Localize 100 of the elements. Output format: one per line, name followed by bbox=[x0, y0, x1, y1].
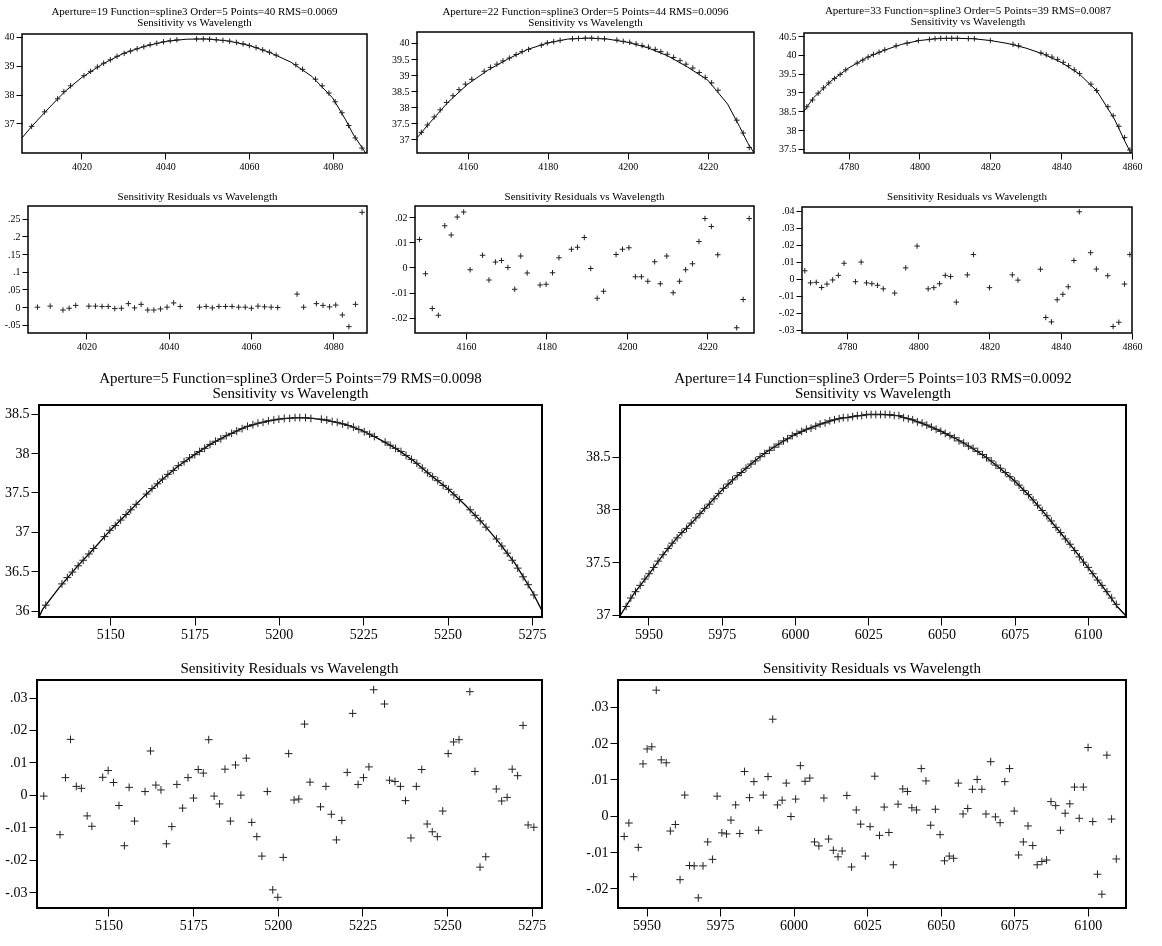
point bbox=[436, 106, 444, 114]
point bbox=[326, 303, 333, 311]
chart-subtitle: Sensitivity vs Wavelength bbox=[528, 16, 644, 28]
x-tick-label: 4860 bbox=[1122, 340, 1143, 352]
x-tick-label: 4180 bbox=[538, 160, 559, 172]
x-tick-label: 4060 bbox=[241, 340, 262, 352]
x-tick-label: 6025 bbox=[853, 917, 882, 933]
point bbox=[504, 264, 512, 271]
y-tick-label: .03 bbox=[591, 699, 609, 715]
point bbox=[931, 35, 939, 42]
point bbox=[272, 51, 280, 59]
point bbox=[632, 40, 640, 48]
y-tick-label: .01 bbox=[591, 771, 609, 787]
x-tick-label: 6050 bbox=[927, 917, 956, 933]
x-tick-label: 6075 bbox=[1001, 626, 1030, 642]
point bbox=[739, 296, 747, 303]
point bbox=[1059, 291, 1067, 298]
point bbox=[823, 280, 831, 288]
y-tick-label: .05 bbox=[8, 283, 21, 295]
x-tick-label: 4820 bbox=[980, 160, 1001, 172]
y-tick-label: .04 bbox=[782, 205, 795, 217]
x-tick-label: 4220 bbox=[698, 160, 719, 172]
y-tick-label: .02 bbox=[395, 212, 408, 223]
point bbox=[352, 134, 359, 142]
x-tick-label: 5950 bbox=[634, 626, 663, 642]
point bbox=[215, 303, 223, 310]
point bbox=[739, 129, 747, 137]
point bbox=[953, 298, 960, 306]
x-tick-label: 4180 bbox=[537, 340, 557, 352]
point bbox=[153, 40, 161, 47]
point bbox=[499, 57, 507, 65]
x-tick-label: 6000 bbox=[781, 626, 810, 642]
point bbox=[733, 116, 741, 124]
point bbox=[300, 303, 307, 311]
point bbox=[331, 98, 339, 105]
point bbox=[745, 144, 753, 151]
point bbox=[669, 289, 677, 296]
point bbox=[506, 54, 513, 62]
y-tick-label: 37.5 bbox=[392, 117, 410, 129]
point bbox=[536, 281, 544, 289]
point bbox=[544, 39, 551, 47]
x-tick-label: 4860 bbox=[1122, 160, 1143, 172]
chart-title: Sensitivity Residuals vs Wavelength bbox=[117, 190, 278, 202]
point bbox=[1109, 323, 1117, 330]
point bbox=[345, 323, 353, 330]
point bbox=[455, 86, 463, 93]
point bbox=[857, 258, 865, 266]
point bbox=[663, 252, 670, 260]
x-tick-label: 5975 bbox=[708, 626, 737, 642]
point bbox=[92, 302, 99, 310]
point bbox=[267, 303, 275, 311]
y-tick-label: -.01 bbox=[778, 290, 795, 302]
y-tick-label: 37.5 bbox=[5, 484, 30, 500]
point bbox=[453, 213, 461, 221]
point bbox=[903, 39, 911, 47]
point bbox=[46, 302, 54, 310]
y-tick-label: -.02 bbox=[586, 880, 609, 896]
point bbox=[133, 45, 141, 53]
point bbox=[1009, 41, 1017, 48]
chart-subtitle: Sensitivity vs Wavelength bbox=[910, 15, 1026, 28]
chart-title: Aperture=14 Function=spline3 Order=5 Points=103 RMS=0.0092 bbox=[674, 370, 1072, 386]
x-tick-label: 4060 bbox=[239, 160, 260, 172]
point bbox=[209, 304, 216, 312]
point bbox=[254, 302, 262, 310]
x-tick-label: 4020 bbox=[71, 160, 92, 172]
y-tick-label: 36.5 bbox=[5, 563, 30, 579]
point bbox=[113, 53, 121, 60]
y-tick-label: -.02 bbox=[778, 307, 795, 319]
point bbox=[312, 75, 319, 83]
y-tick-label: 0 bbox=[789, 273, 795, 285]
point bbox=[840, 260, 848, 267]
point bbox=[166, 37, 174, 44]
point bbox=[864, 53, 872, 61]
point bbox=[555, 254, 563, 261]
point bbox=[1104, 103, 1112, 110]
y-tick-label: .02 bbox=[10, 722, 28, 738]
y-tick-label: 38 bbox=[399, 101, 410, 113]
point bbox=[339, 311, 346, 319]
y-tick-label: 38.5 bbox=[779, 105, 797, 117]
point bbox=[1109, 112, 1117, 119]
point bbox=[881, 46, 888, 54]
point bbox=[98, 303, 106, 310]
y-tick-label: -.01 bbox=[5, 819, 28, 835]
x-tick-label: 5275 bbox=[518, 917, 547, 933]
point bbox=[518, 48, 526, 55]
point bbox=[170, 299, 177, 307]
point bbox=[875, 48, 883, 56]
x-tick-label: 5975 bbox=[706, 917, 735, 933]
point bbox=[228, 303, 236, 310]
point bbox=[1121, 280, 1128, 288]
y-tick-label: 39 bbox=[4, 60, 15, 72]
y-tick-label: -.03 bbox=[778, 324, 795, 336]
x-tick-label: 5150 bbox=[94, 917, 123, 933]
point bbox=[1064, 283, 1072, 291]
x-tick-label: 4780 bbox=[839, 160, 860, 172]
point bbox=[163, 303, 171, 311]
point bbox=[645, 43, 652, 51]
point bbox=[804, 103, 811, 110]
point bbox=[259, 46, 266, 54]
x-tick-label: 4840 bbox=[1051, 160, 1072, 172]
